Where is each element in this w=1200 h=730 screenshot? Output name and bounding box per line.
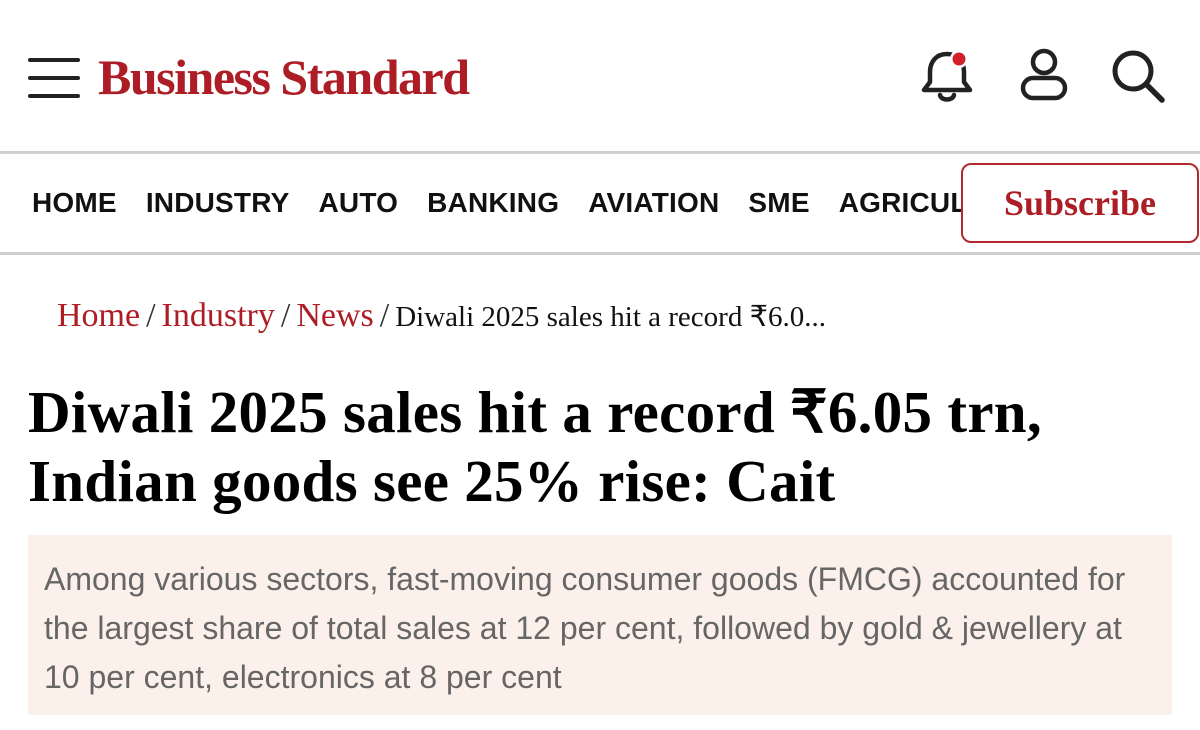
site-header: Business Standard — [0, 0, 1200, 152]
breadcrumb: Home / Industry / News / Diwali 2025 sales hit… — [57, 294, 826, 338]
nav-item-home[interactable]: HOME — [32, 187, 117, 218]
article-headline: Diwali 2025 sales hit a record ₹6.05 trn… — [28, 379, 1042, 514]
breadcrumb-home[interactable]: Home — [57, 297, 141, 334]
breadcrumb-industry[interactable]: Industry — [161, 297, 275, 334]
nav-item-auto[interactable]: AUTO — [318, 187, 399, 218]
breadcrumb-separator: / — [146, 297, 156, 334]
header-divider — [0, 151, 1200, 154]
breadcrumb-news[interactable]: News — [296, 297, 374, 334]
search-icon[interactable] — [1106, 44, 1168, 106]
nav-item-aviation[interactable]: AVIATION — [588, 187, 720, 218]
nav-divider — [0, 252, 1200, 255]
subscribe-button[interactable]: Subscribe — [961, 163, 1199, 243]
site-logo[interactable]: Business Standard — [98, 49, 470, 105]
nav-items: HOME INDUSTRY AUTO BANKING AVIATION SME … — [32, 154, 967, 252]
breadcrumb-current: Diwali 2025 sales hit a record ₹6.0... — [395, 301, 827, 333]
breadcrumb-separator: / — [379, 297, 390, 334]
menu-icon[interactable] — [28, 58, 80, 100]
nav-item-banking[interactable]: BANKING — [427, 187, 560, 218]
nav-item-agriculture[interactable]: AGRICULTURE — [838, 187, 967, 218]
breadcrumb-separator: / — [280, 297, 291, 334]
article-summary-box: Among various sectors, fast-moving consu… — [28, 535, 1172, 715]
nav-item-sme[interactable]: SME — [748, 187, 810, 218]
bell-icon[interactable] — [916, 44, 978, 106]
nav-item-industry[interactable]: INDUSTRY — [145, 187, 290, 218]
article-summary: Among various sectors, fast-moving consu… — [44, 561, 1126, 695]
notification-dot — [952, 52, 966, 66]
category-nav: HOME INDUSTRY AUTO BANKING AVIATION SME … — [0, 154, 1200, 252]
user-icon[interactable] — [1013, 44, 1075, 106]
